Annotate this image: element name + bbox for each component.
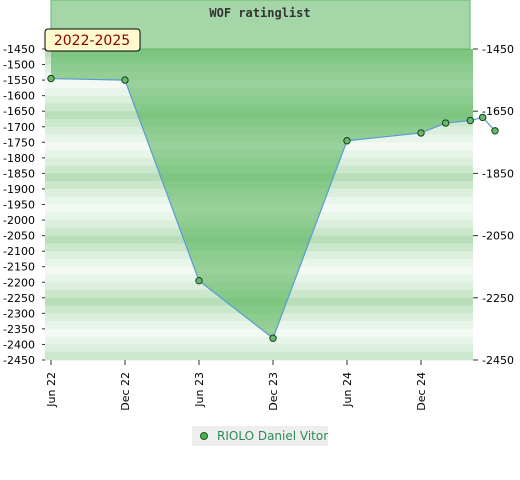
y-tick-label: -1650 <box>3 105 35 118</box>
x-axis: Jun 22 Dec 22 Jun 23 Dec 23 Jun 24 Dec 24 <box>45 360 428 411</box>
data-point <box>47 74 55 83</box>
data-point <box>343 137 351 145</box>
y-tick-label: -1950 <box>3 199 35 212</box>
y-right-tick-label: -2250 <box>482 292 514 305</box>
data-point <box>491 127 499 135</box>
band <box>45 336 473 345</box>
x-tick-label: Jun 23 <box>193 372 206 408</box>
y-tick-label: -2000 <box>3 214 35 227</box>
x-tick-label: Dec 22 <box>119 372 132 411</box>
y-right-tick-label: -1650 <box>482 105 514 118</box>
y-right-tick-label: -2450 <box>482 354 514 367</box>
data-point <box>441 119 450 127</box>
y-axis-right: -1450 -1650 -1850 -2050 -2250 -2450 <box>473 43 514 367</box>
legend: RIOLO Daniel Vitor <box>192 426 328 446</box>
legend-entry: RIOLO Daniel Vitor <box>217 429 328 443</box>
data-point <box>478 113 487 122</box>
data-point <box>466 116 475 125</box>
x-tick-label: Dec 24 <box>415 372 428 411</box>
y-tick-label: -2350 <box>3 323 35 336</box>
x-tick-label: Dec 23 <box>267 372 280 411</box>
y-tick-label: -1850 <box>3 167 35 180</box>
period-label: 2022-2025 <box>54 33 130 49</box>
area-fill <box>51 49 473 339</box>
band <box>45 344 473 353</box>
series-points <box>47 74 499 342</box>
y-right-tick-label: -1850 <box>482 167 514 180</box>
band <box>45 352 473 361</box>
y-tick-label: -2400 <box>3 338 35 351</box>
y-tick-label: -2450 <box>3 354 35 367</box>
y-tick-label: -2150 <box>3 261 35 274</box>
series-polyline <box>50 77 496 340</box>
area-path <box>51 49 473 339</box>
y-tick-label: -1900 <box>3 183 35 196</box>
y-tick-label: -1700 <box>3 121 35 134</box>
band <box>45 328 473 337</box>
y-tick-label: -2050 <box>3 230 35 243</box>
y-tick-label: -2200 <box>3 276 35 289</box>
y-tick-label: -1600 <box>3 90 35 103</box>
data-point <box>121 76 129 84</box>
period-badge: 2022-2025 <box>44 28 141 52</box>
y-tick-label: -1800 <box>3 152 35 165</box>
y-right-tick-label: -2050 <box>482 230 514 243</box>
y-right-tick-label: -1450 <box>482 43 514 56</box>
x-tick-label: Jun 22 <box>45 372 58 408</box>
chart-title: WOF ratinglist <box>209 6 310 20</box>
y-tick-label: -1550 <box>3 74 35 87</box>
data-point <box>195 276 203 285</box>
legend-marker <box>200 432 208 440</box>
y-axis-left: -1450 -1500 -1550 -1600 -1650 -1700 -1750 -1800… <box>3 43 45 367</box>
y-tick-label: -2250 <box>3 292 35 305</box>
data-point <box>269 334 277 342</box>
data-point <box>417 129 425 137</box>
y-tick-label: -1750 <box>3 136 35 149</box>
y-tick-label: -2100 <box>3 245 35 258</box>
y-tick-label: -1450 <box>3 43 35 56</box>
x-tick-label: Jun 24 <box>341 372 354 408</box>
y-tick-label: -2300 <box>3 307 35 320</box>
y-tick-label: -1500 <box>3 59 35 72</box>
series-line <box>50 77 496 340</box>
